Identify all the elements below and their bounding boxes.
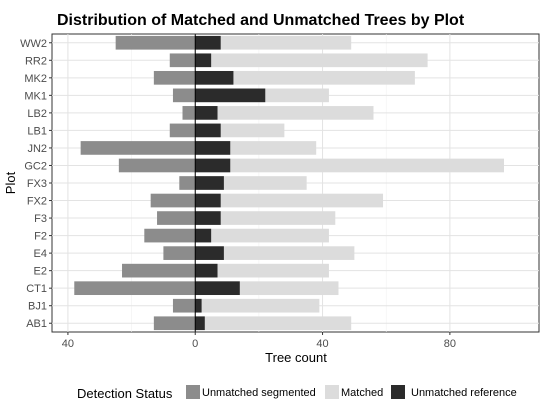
y-tick-label: F3 <box>34 213 47 225</box>
bar-matched <box>195 316 352 331</box>
bar-unmatched-segmented <box>144 228 196 243</box>
y-tick-label: F2 <box>34 231 47 243</box>
bar-unmatched-segmented <box>150 193 196 208</box>
bar-matched <box>195 193 384 208</box>
y-tick-label: FX3 <box>27 178 47 190</box>
legend-label-unmatched-reference: Unmatched reference <box>411 387 517 399</box>
bar-unmatched-segmented <box>163 246 196 260</box>
y-tick-label: LB1 <box>27 125 47 137</box>
bar-unmatched-reference <box>195 246 224 260</box>
x-axis-ticks: 40 0 40 80 <box>62 332 456 350</box>
legend-key-matched <box>325 385 339 399</box>
y-tick-label: GC2 <box>24 160 47 172</box>
y-tick-label: FX2 <box>27 196 47 208</box>
bar-matched <box>195 263 329 278</box>
bar-unmatched-segmented <box>179 176 196 190</box>
bar-unmatched-reference <box>195 316 205 331</box>
bar-matched <box>195 228 329 243</box>
chart-title: Distribution of Matched and Unmatched Tr… <box>57 12 465 29</box>
bar-unmatched-segmented <box>172 88 196 103</box>
bars <box>74 34 504 332</box>
bar-matched <box>195 158 504 173</box>
bar-unmatched-segmented <box>169 123 196 138</box>
bar-unmatched-segmented <box>80 141 196 155</box>
y-tick-label: BJ1 <box>28 301 47 313</box>
y-tick-label: CT1 <box>26 283 47 295</box>
y-tick-label: WW2 <box>20 38 47 50</box>
bar-unmatched-segmented <box>157 211 196 225</box>
bar-unmatched-reference <box>195 70 234 85</box>
bar-matched <box>195 106 374 120</box>
y-axis-ticks: WW2 RR2 MK2 MK1 LB2 LB1 JN2 GC2 FX3 FX2 F3 F2 E4 E2 CT… <box>20 38 52 330</box>
y-tick-label: RR2 <box>25 55 47 67</box>
y-tick-label: E2 <box>34 266 47 278</box>
bar-unmatched-segmented <box>182 106 196 120</box>
bar-unmatched-segmented <box>153 316 196 331</box>
legend-key-unmatched-segmented <box>186 385 200 399</box>
y-tick-label: E4 <box>34 248 47 260</box>
bar-unmatched-segmented <box>74 281 196 296</box>
x-tick-label: 0 <box>192 338 198 350</box>
bar-matched <box>195 70 415 85</box>
legend-title: Detection Status <box>77 386 173 401</box>
legend: Detection Status Unmatched segmented Matc… <box>77 385 517 401</box>
x-tick-label: 40 <box>62 338 74 350</box>
legend-label-unmatched-segmented: Unmatched segmented <box>202 387 316 399</box>
bar-unmatched-segmented <box>153 70 196 85</box>
bar-matched <box>195 53 428 68</box>
bar-unmatched-reference <box>195 88 266 103</box>
bar-matched <box>195 298 320 313</box>
x-axis-title: Tree count <box>265 350 327 365</box>
bar-matched <box>195 211 336 225</box>
legend-key-unmatched-reference <box>391 385 405 399</box>
bar-unmatched-reference <box>195 123 221 138</box>
bar-matched <box>195 246 355 260</box>
bar-unmatched-reference <box>195 141 231 155</box>
bar-unmatched-reference <box>195 263 218 278</box>
bar-unmatched-segmented <box>115 35 196 50</box>
bar-unmatched-reference <box>195 53 212 68</box>
bar-unmatched-segmented <box>118 158 196 173</box>
y-tick-label: MK2 <box>24 73 47 85</box>
y-tick-label: JN2 <box>27 143 47 155</box>
bar-unmatched-reference <box>195 228 212 243</box>
y-tick-label: MK1 <box>24 90 47 102</box>
bar-unmatched-reference <box>195 281 240 296</box>
y-tick-label: LB2 <box>27 108 47 120</box>
x-tick-label: 40 <box>316 338 328 350</box>
bar-unmatched-reference <box>195 193 221 208</box>
bar-unmatched-reference <box>195 298 202 313</box>
legend-label-matched: Matched <box>341 387 383 399</box>
bar-unmatched-segmented <box>172 298 196 313</box>
bar-matched <box>195 35 352 50</box>
bar-unmatched-reference <box>195 176 224 190</box>
bar-unmatched-reference <box>195 35 221 50</box>
bar-unmatched-reference <box>195 211 221 225</box>
bar-unmatched-reference <box>195 158 231 173</box>
y-tick-label: AB1 <box>26 318 47 330</box>
bar-unmatched-reference <box>195 106 218 120</box>
x-tick-label: 80 <box>444 338 456 350</box>
bar-unmatched-segmented <box>169 53 196 68</box>
y-axis-title: Plot <box>3 171 18 194</box>
bar-unmatched-segmented <box>122 263 196 278</box>
